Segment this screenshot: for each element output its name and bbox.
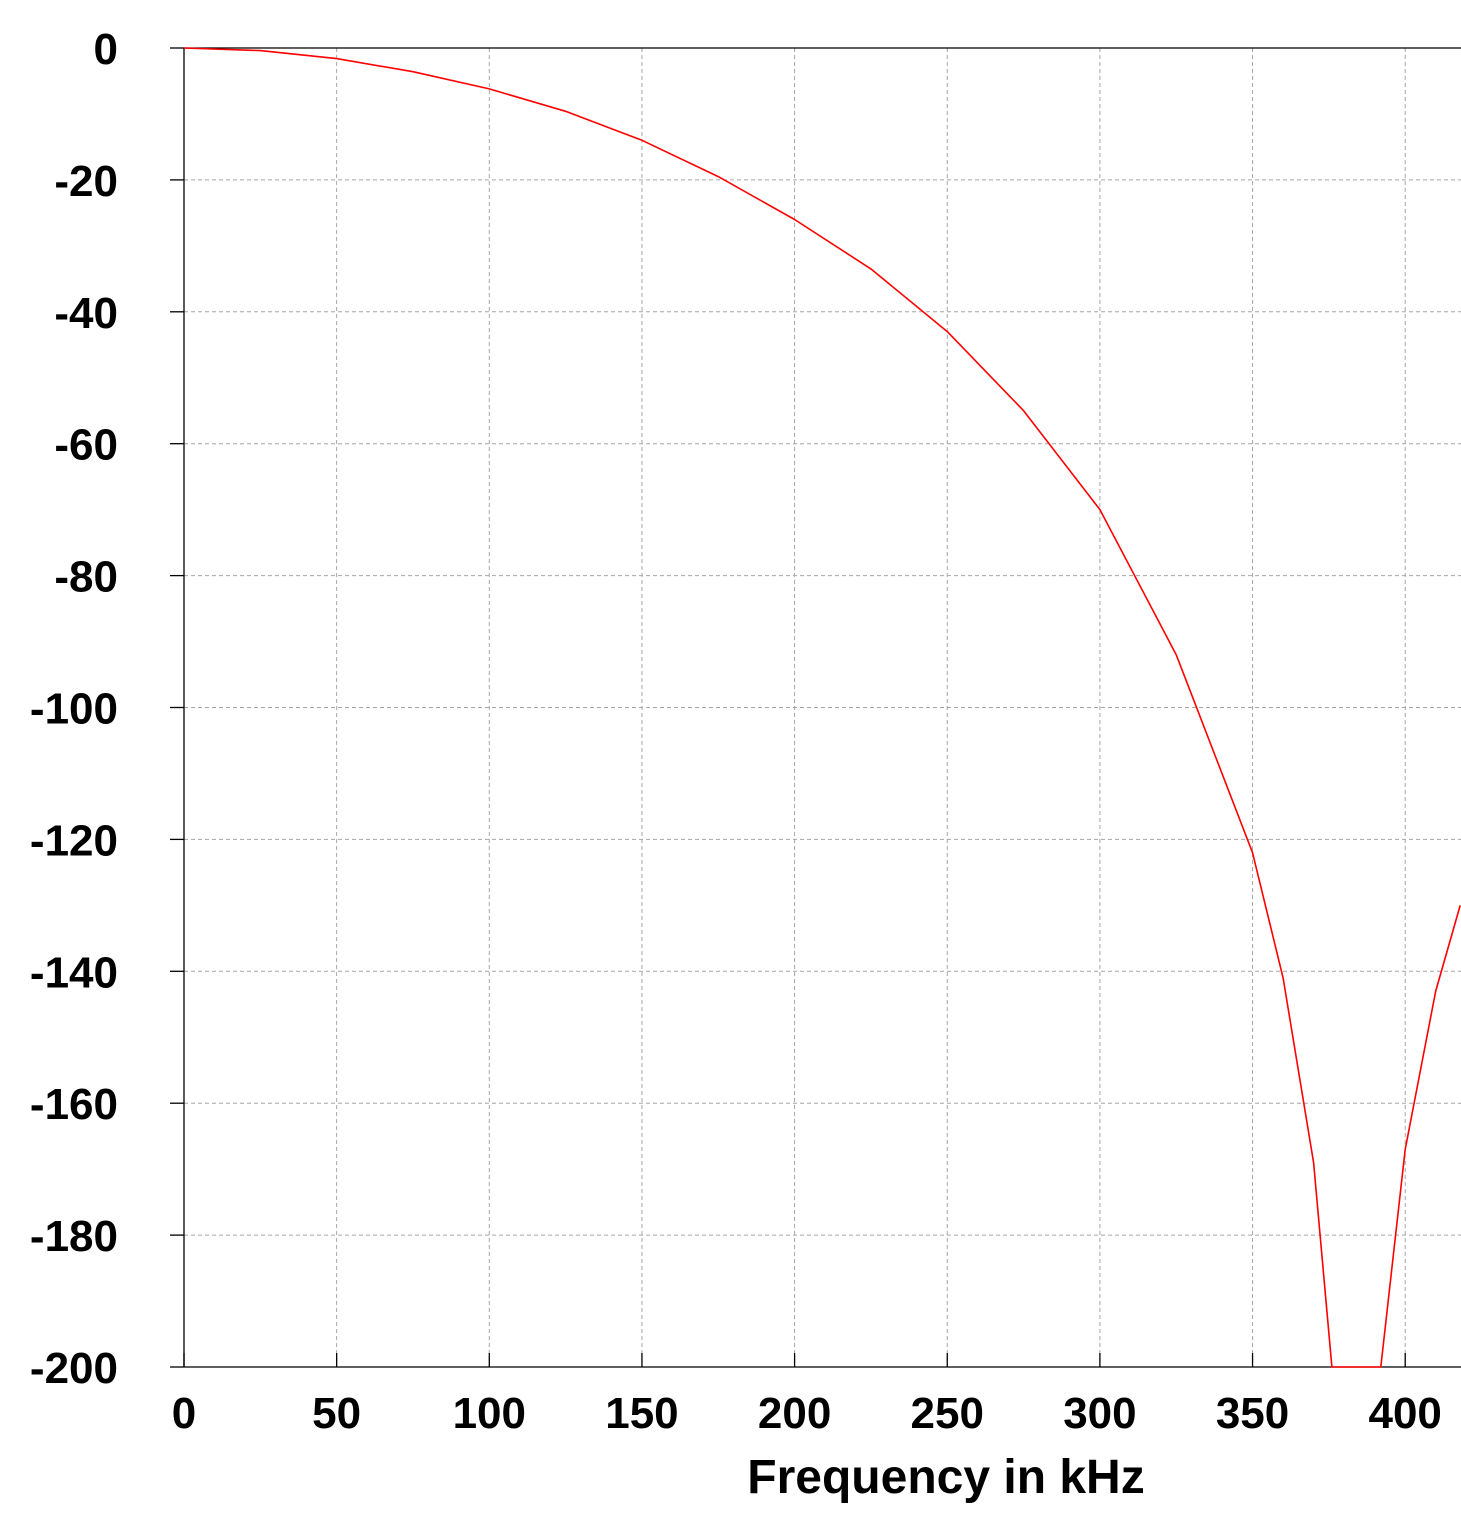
y-tick-label: 0 (94, 25, 118, 74)
x-tick-label: 50 (312, 1389, 361, 1438)
y-tick-label: -60 (54, 421, 118, 470)
y-tick-label: -180 (30, 1212, 118, 1261)
series-line-0 (183, 47, 1461, 1368)
y-axis-ticks: 0 -20 -40 -60 -80 -100 -120 -140 -160 -180 -200 (30, 25, 184, 1393)
grid-lines (184, 47, 1461, 1367)
x-tick-label: 100 (453, 1389, 526, 1438)
y-tick-label: -40 (54, 289, 118, 338)
x-tick-label: 400 (1368, 1389, 1441, 1438)
x-tick-label: 350 (1216, 1389, 1289, 1438)
y-tick-label: -160 (30, 1080, 118, 1129)
series-layer (183, 47, 1461, 1368)
y-tick-label: -80 (54, 553, 118, 602)
y-tick-label: -200 (30, 1344, 118, 1393)
x-tick-label: 300 (1063, 1389, 1136, 1438)
y-tick-label: -120 (30, 816, 118, 865)
y-tick-label: -100 (30, 685, 118, 734)
x-tick-label: 150 (605, 1389, 678, 1438)
x-tick-label: 200 (758, 1389, 831, 1438)
x-tick-label: 0 (172, 1389, 196, 1438)
x-tick-label: 250 (911, 1389, 984, 1438)
x-axis-title: Frequency in kHz (747, 1451, 1144, 1504)
y-tick-label: -140 (30, 948, 118, 997)
x-axis-ticks: 0 50 100 150 200 250 300 350 400 (172, 1353, 1442, 1438)
y-tick-label: -20 (54, 157, 118, 206)
